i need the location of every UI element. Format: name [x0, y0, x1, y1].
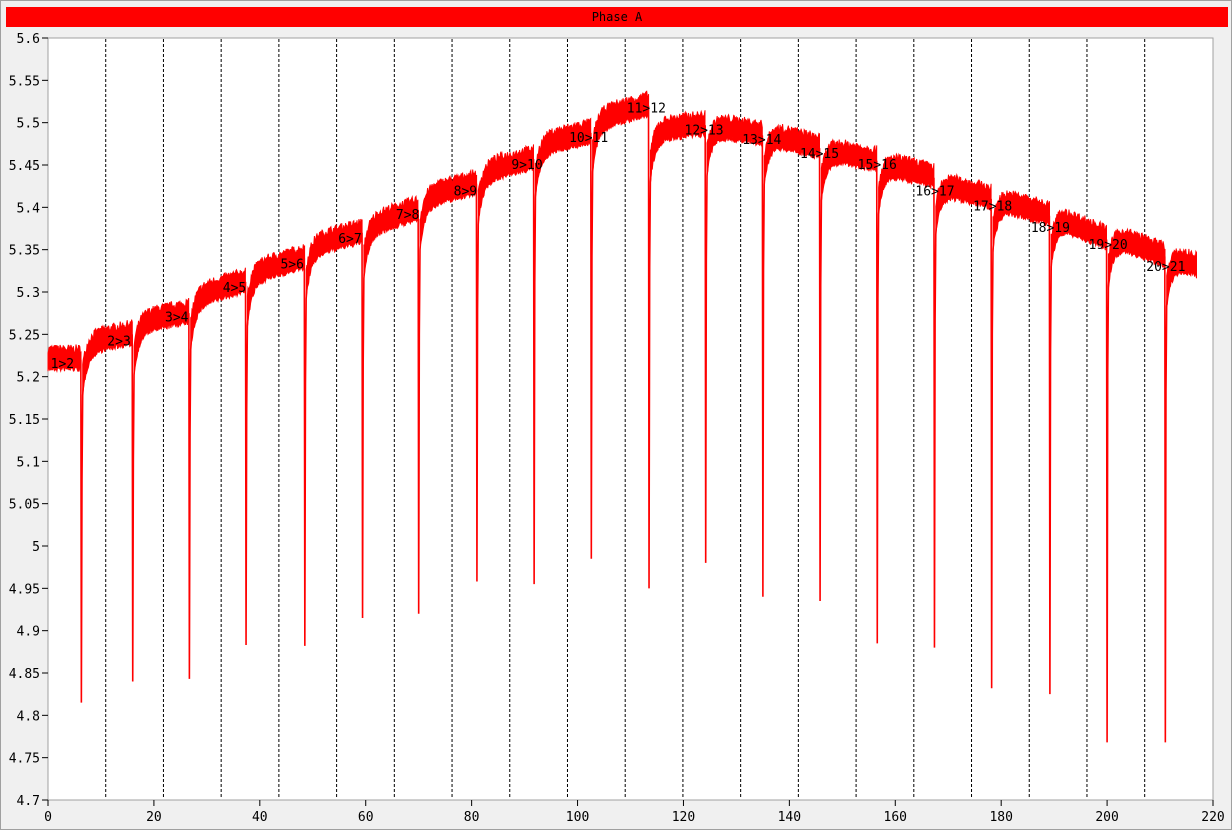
data-dip-line [131, 334, 137, 682]
step-annotation: 10>11 [569, 131, 608, 146]
step-annotation: 2>3 [107, 334, 130, 349]
step-annotation: 1>2 [51, 357, 74, 372]
step-annotation: 3>4 [165, 311, 189, 326]
x-tick-label: 120 [672, 810, 695, 825]
y-tick-label: 4.7 [17, 794, 40, 809]
x-tick-label: 140 [778, 810, 801, 825]
step-annotation: 13>14 [742, 133, 781, 148]
step-annotation: 9>10 [511, 158, 542, 173]
y-tick-label: 5.5 [17, 117, 40, 132]
y-tick-label: 5.3 [17, 286, 40, 301]
data-dip-line [188, 313, 194, 679]
y-tick-label: 4.85 [9, 667, 40, 682]
data-dip-line [417, 209, 423, 614]
step-annotation: 18>19 [1031, 221, 1070, 236]
x-tick-label: 200 [1095, 810, 1118, 825]
x-tick-label: 220 [1201, 810, 1224, 825]
y-tick-label: 4.8 [17, 709, 40, 724]
step-annotation: 16>17 [915, 184, 954, 199]
x-tick-label: 60 [358, 810, 374, 825]
data-dip-line [990, 198, 996, 689]
x-tick-label: 40 [252, 810, 268, 825]
y-tick-label: 5.55 [9, 74, 40, 89]
data-dip-line [647, 105, 654, 589]
x-tick-label: 80 [464, 810, 480, 825]
y-tick-label: 5.25 [9, 328, 40, 343]
data-dip-line [933, 177, 939, 648]
data-dip-line [875, 160, 882, 644]
y-tick-label: 5.15 [9, 413, 40, 428]
y-tick-label: 4.9 [17, 625, 40, 640]
y-tick-label: 5.45 [9, 159, 40, 174]
data-dip-line [80, 359, 86, 703]
chart-title-bar: Phase A [6, 7, 1228, 27]
data-dip-line [303, 258, 309, 646]
step-annotation: 4>5 [223, 281, 246, 296]
step-annotation: 8>9 [454, 184, 477, 199]
data-dip-line [244, 281, 251, 646]
chart-title: Phase A [591, 10, 643, 24]
data-dip-line [361, 232, 367, 618]
data-dip-line [818, 148, 825, 602]
data-dip-line [761, 135, 767, 597]
y-tick-label: 5.4 [17, 201, 41, 216]
y-tick-label: 5.35 [9, 244, 40, 259]
y-tick-label: 5.6 [17, 32, 40, 47]
step-annotation: 6>7 [338, 232, 361, 247]
data-dip-line [589, 132, 596, 559]
step-annotation: 15>16 [858, 158, 897, 173]
plot-area [47, 37, 1214, 801]
step-annotation: 12>13 [685, 124, 724, 139]
step-annotation: 11>12 [627, 102, 666, 117]
step-annotation: 14>15 [800, 147, 839, 162]
step-annotation: 7>8 [396, 208, 419, 223]
data-dip-line [1164, 256, 1170, 743]
y-tick-label: 5.2 [17, 371, 40, 386]
y-tick-label: 4.95 [9, 582, 40, 597]
step-annotation: 17>18 [973, 200, 1012, 215]
x-tick-label: 180 [989, 810, 1012, 825]
data-dip-line [475, 183, 481, 582]
y-tick-label: 5.1 [17, 455, 40, 470]
y-tick-label: 5 [32, 540, 40, 555]
x-tick-label: 20 [146, 810, 162, 825]
step-annotation: 5>6 [280, 257, 303, 272]
x-tick-label: 160 [884, 810, 907, 825]
x-tick-label: 100 [566, 810, 589, 825]
data-dip-line [1048, 215, 1054, 695]
step-annotation: 20>21 [1146, 260, 1185, 275]
data-dip-line [1105, 239, 1112, 743]
data-band-segment [1166, 248, 1197, 307]
data-dip-line [532, 159, 539, 585]
step-annotation: 19>20 [1089, 238, 1128, 253]
data-dip-line [704, 125, 710, 563]
y-tick-label: 5.05 [9, 498, 40, 513]
x-tick-label: 0 [44, 810, 52, 825]
y-tick-label: 4.75 [9, 752, 40, 767]
